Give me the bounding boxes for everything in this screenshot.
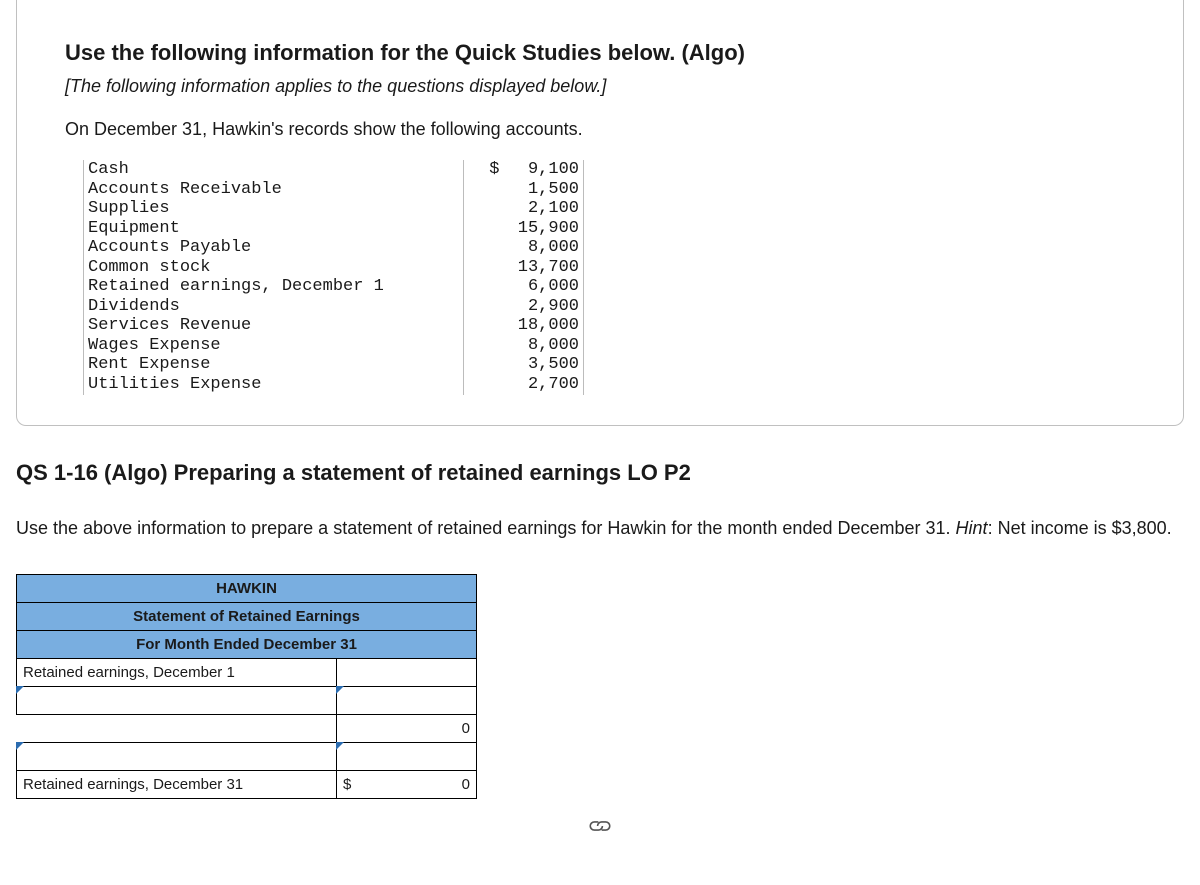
accounts-table: Cash$ 9,100Accounts Receivable1,500Suppl… [83,160,584,395]
account-value: 2,900 [504,297,584,317]
card-title: Use the following information for the Qu… [65,40,1135,66]
accounts-row: Accounts Payable 8,000 [84,238,584,258]
accounts-row: Services Revenue 18,000 [84,316,584,336]
accounts-row: Common stock 13,700 [84,258,584,278]
hint-label: Hint [956,518,988,538]
cell-handle-icon [16,686,24,694]
account-sym [464,199,504,219]
account-sym [464,180,504,200]
account-sym [464,336,504,356]
ws-begin-label[interactable]: Retained earnings, December 1 [17,658,337,686]
account-value: 8,000 [504,238,584,258]
account-label: Cash [84,160,464,180]
account-sym [464,355,504,375]
account-label: Accounts Payable [84,238,464,258]
account-value: 15,900 [504,219,584,239]
instructions-post: : Net income is $3,800. [988,518,1172,538]
link-icon[interactable] [587,820,613,839]
account-value: 9,100 [504,160,584,180]
account-label: Services Revenue [84,316,464,336]
account-label: Supplies [84,199,464,219]
instructions-pre: Use the above information to prepare a s… [16,518,956,538]
ws-company: HAWKIN [17,574,477,602]
accounts-row: Wages Expense 8,000 [84,336,584,356]
account-label: Retained earnings, December 1 [84,277,464,297]
accounts-row: Cash$ 9,100 [84,160,584,180]
account-value: 13,700 [504,258,584,278]
account-label: Wages Expense [84,336,464,356]
accounts-row: Utilities Expense 2,700 [84,375,584,395]
account-sym [464,375,504,395]
accounts-row: Supplies 2,100 [84,199,584,219]
account-label: Rent Expense [84,355,464,375]
account-label: Utilities Expense [84,375,464,395]
account-sym [464,258,504,278]
account-sym [464,238,504,258]
instructions: Use the above information to prepare a s… [16,516,1184,540]
account-value: 8,000 [504,336,584,356]
ws-less-label[interactable] [17,742,337,770]
account-value: 3,500 [504,355,584,375]
account-label: Accounts Receivable [84,180,464,200]
ws-end-amount: 0 [462,776,470,793]
cell-handle-icon [336,742,344,750]
accounts-row: Accounts Receivable 1,500 [84,180,584,200]
qs-heading: QS 1-16 (Algo) Preparing a statement of … [16,460,1184,486]
currency-symbol: $ [343,776,351,793]
account-value: 6,000 [504,277,584,297]
account-sym [464,297,504,317]
ws-statement-title: Statement of Retained Earnings [17,602,477,630]
account-sym [464,219,504,239]
account-sym [464,277,504,297]
account-sym [464,316,504,336]
intro-line: On December 31, Hawkin's records show th… [65,119,1135,140]
account-sym: $ [464,160,504,180]
ws-end-value: $ 0 [337,770,477,798]
ws-add-label[interactable] [17,686,337,714]
account-label: Equipment [84,219,464,239]
worksheet-table: HAWKIN Statement of Retained Earnings Fo… [16,574,477,799]
cell-handle-icon [336,686,344,694]
ws-end-label: Retained earnings, December 31 [17,770,337,798]
info-card: Use the following information for the Qu… [16,0,1184,426]
cell-handle-icon [16,742,24,750]
ws-period: For Month Ended December 31 [17,630,477,658]
page-bottom [0,817,1200,840]
accounts-row: Dividends 2,900 [84,297,584,317]
applies-note: [The following information applies to th… [65,76,1135,97]
accounts-row: Rent Expense 3,500 [84,355,584,375]
account-label: Common stock [84,258,464,278]
ws-subtotal-label [17,714,337,742]
account-value: 18,000 [504,316,584,336]
accounts-row: Equipment 15,900 [84,219,584,239]
account-value: 2,700 [504,375,584,395]
account-label: Dividends [84,297,464,317]
ws-less-value[interactable] [337,742,477,770]
account-value: 2,100 [504,199,584,219]
account-value: 1,500 [504,180,584,200]
accounts-row: Retained earnings, December 1 6,000 [84,277,584,297]
ws-subtotal-value: 0 [337,714,477,742]
ws-begin-value[interactable] [337,658,477,686]
ws-add-value[interactable] [337,686,477,714]
